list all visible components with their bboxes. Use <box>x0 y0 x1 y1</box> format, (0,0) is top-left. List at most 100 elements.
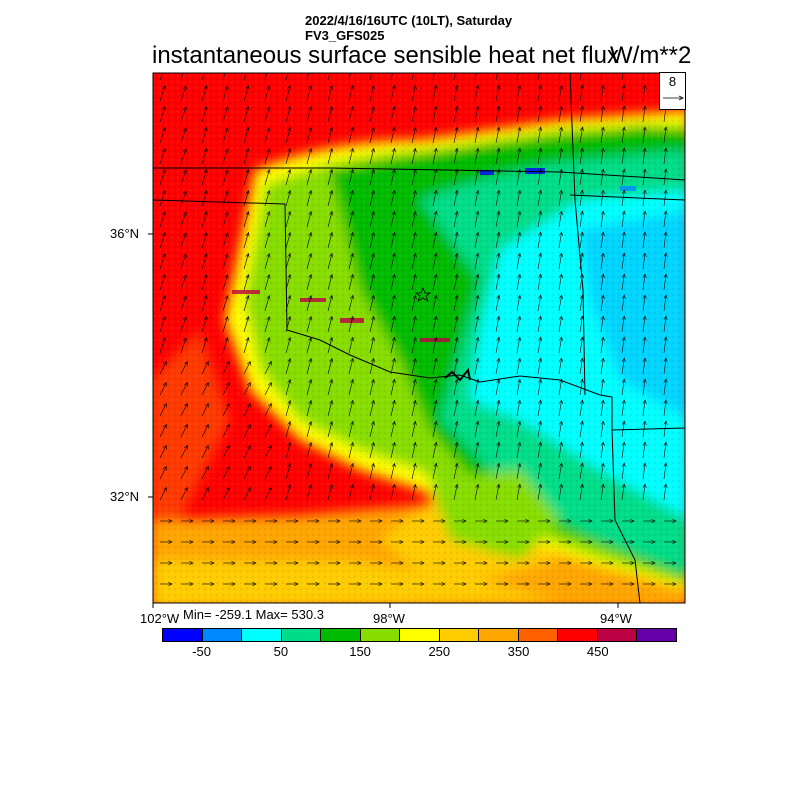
wind-arrow-head <box>496 126 501 132</box>
wind-arrow-head <box>525 581 530 587</box>
wind-arrow <box>264 295 270 312</box>
wind-arrow-head <box>538 441 543 447</box>
wind-arrow-head <box>663 420 668 426</box>
wind-arrow-head <box>329 147 334 153</box>
wind-arrow-head <box>538 315 543 321</box>
wind-arrow-head <box>183 360 188 366</box>
wind-arrow-head <box>287 252 292 258</box>
wind-arrow-head <box>496 483 501 489</box>
wind-arrow <box>180 316 187 333</box>
wind-arrow-head <box>483 581 488 587</box>
wind-arrow-head <box>252 518 257 524</box>
wind-arrow <box>663 337 667 354</box>
wind-arrow-head <box>433 294 438 300</box>
wind-arrow-head <box>224 190 229 195</box>
wind-arrow-head <box>329 231 334 237</box>
wind-arrow <box>642 484 646 501</box>
wind-arrow-head <box>454 147 459 153</box>
wind-arrow <box>369 379 375 396</box>
wind-arrow <box>285 463 291 480</box>
wind-arrow <box>579 106 583 123</box>
wind-arrow-head <box>642 273 647 279</box>
wind-arrow-head <box>204 465 209 471</box>
wind-arrow <box>516 253 521 270</box>
wind-arrow <box>243 445 251 459</box>
colorbar-label: 150 <box>349 644 371 659</box>
wind-arrow-head <box>517 315 522 321</box>
wind-arrow-head <box>517 84 522 90</box>
wind-arrow-head <box>391 105 396 111</box>
wind-arrow-head <box>287 147 292 153</box>
wind-arrow-head <box>621 147 626 153</box>
wind-arrow-head <box>350 462 354 468</box>
wind-arrow-head <box>579 462 584 468</box>
wind-arrow <box>348 127 354 144</box>
city-star-marker <box>414 286 432 302</box>
wind-arrow-head <box>663 336 668 342</box>
wind-arrow-head <box>663 231 668 237</box>
wind-arrow-head <box>336 518 341 524</box>
wind-arrow <box>600 463 604 480</box>
wind-arrow <box>159 382 167 396</box>
wind-arrow-head <box>441 560 446 566</box>
wind-arrow-head <box>642 252 647 258</box>
wind-arrow <box>306 148 312 165</box>
reference-vector-label: 8 <box>668 74 677 89</box>
wind-arrow <box>222 211 228 228</box>
wind-arrow <box>306 358 312 375</box>
wind-arrow <box>474 295 479 312</box>
wind-arrow <box>222 361 230 375</box>
wind-arrow <box>453 484 458 501</box>
wind-arrow-head <box>412 420 417 426</box>
wind-arrow <box>516 73 519 81</box>
wind-arrow-head <box>642 105 647 111</box>
wind-arrow <box>159 337 166 354</box>
wind-arrow-head <box>370 483 375 489</box>
wind-arrow <box>495 484 500 501</box>
wind-arrow-head <box>517 147 522 153</box>
wind-arrow-head <box>203 274 208 279</box>
wind-arrow <box>180 466 188 480</box>
wind-arrow <box>369 190 375 207</box>
wind-arrow-head <box>475 420 480 426</box>
wind-arrow <box>579 73 582 81</box>
wind-arrow-head <box>350 252 354 258</box>
wind-arrow-head <box>600 210 605 216</box>
colorbar-label: 450 <box>586 644 609 659</box>
wind-arrow <box>453 421 458 438</box>
wind-arrow <box>285 169 291 186</box>
wind-arrow-head <box>182 127 187 132</box>
wind-arrow-head <box>663 147 668 153</box>
colorbar-label: 350 <box>507 644 530 659</box>
wind-arrow <box>348 379 354 396</box>
wind-arrow-head <box>433 189 438 195</box>
wind-arrow <box>264 148 270 165</box>
wind-arrow-head <box>412 189 417 195</box>
wind-arrow <box>411 232 416 249</box>
wind-arrow <box>201 382 209 396</box>
wind-arrow-head <box>433 126 438 132</box>
wind-arrow-head <box>517 210 522 216</box>
wind-arrow-head <box>287 483 292 489</box>
wind-arrow <box>600 358 604 375</box>
wind-arrow-head <box>588 539 593 545</box>
wind-arrow-head <box>663 210 668 216</box>
reference-vector-box: 8 <box>659 72 686 110</box>
wind-arrow-head <box>182 211 187 216</box>
wind-arrow-head <box>475 231 480 237</box>
wind-arrow-head <box>600 294 605 300</box>
wind-arrow-head <box>210 581 215 587</box>
wind-arrow <box>537 274 542 291</box>
wind-arrow-head <box>517 126 522 132</box>
wind-arrow-head <box>308 147 313 153</box>
wind-arrow <box>327 379 333 396</box>
wind-arrow <box>411 85 416 102</box>
wind-arrow <box>600 148 604 165</box>
wind-arrow <box>453 73 456 81</box>
wind-arrow <box>621 442 625 459</box>
wind-arrow <box>600 106 604 123</box>
wind-arrow-head <box>245 210 250 216</box>
wind-arrow <box>243 127 249 144</box>
wind-arrow <box>642 73 645 81</box>
wind-arrow-head <box>183 402 188 408</box>
